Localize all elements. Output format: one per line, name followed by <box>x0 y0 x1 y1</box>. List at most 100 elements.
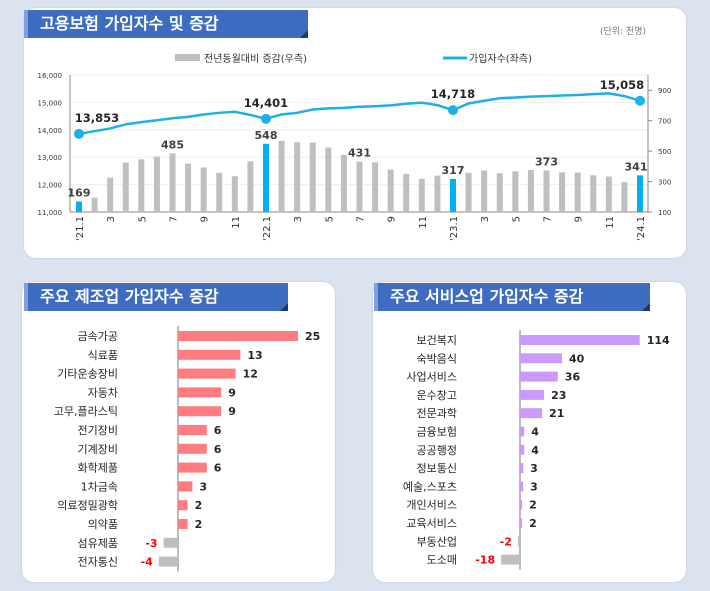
services-category-label: 개인서비스 <box>406 499 457 512</box>
y-right-tick-label: 900 <box>658 87 671 95</box>
manufacturing-bar <box>178 425 207 435</box>
x-tick-label: 7 <box>356 216 367 222</box>
x-tick-label: 3 <box>293 216 304 222</box>
bar-yoy-change <box>278 140 285 212</box>
bar-data-label: 485 <box>161 138 184 151</box>
manufacturing-value-label: 13 <box>247 349 262 362</box>
bar-yoy-change <box>122 162 129 212</box>
line-data-label: 14,718 <box>431 87 475 101</box>
bar-data-label: 341 <box>625 160 648 173</box>
x-tick-label: '21.1 <box>75 216 86 241</box>
top-panel-title: 고용보험 가입자수 및 증감 <box>24 10 308 38</box>
manufacturing-category-label: 섬유제품 <box>78 537 118 550</box>
line-subscribers <box>78 92 641 136</box>
line-data-label: 13,853 <box>75 111 119 125</box>
x-tick-label: 11 <box>605 216 616 229</box>
services-category-label: 숙박음식 <box>417 352 457 365</box>
bar-yoy-change <box>340 154 347 212</box>
services-category-label: 사업서비스 <box>406 371 457 384</box>
bar-yoy-change <box>434 175 441 212</box>
bar-yoy-change <box>216 172 223 212</box>
manufacturing-category-label: 전자통신 <box>78 556 118 569</box>
manufacturing-value-label: 25 <box>305 330 320 343</box>
bar-yoy-change <box>91 197 98 212</box>
bar-yoy-change <box>231 176 238 212</box>
manufacturing-bar <box>178 406 222 417</box>
x-tick-label: 5 <box>511 216 522 222</box>
services-bar <box>520 371 558 382</box>
services-category-label: 금융보험 <box>417 426 457 439</box>
y-left-tick-label: 16,000 <box>38 72 63 80</box>
bar-yoy-change <box>418 178 425 212</box>
manufacturing-bar <box>178 331 298 341</box>
bar-yoy-change <box>559 172 566 212</box>
x-tick-label: 9 <box>574 216 585 222</box>
manufacturing-bar <box>178 481 193 492</box>
bar-yoy-change <box>481 170 488 212</box>
services-value-label: 2 <box>529 499 537 512</box>
services-bar <box>520 499 523 510</box>
services-bar <box>501 554 520 565</box>
bar-yoy-change <box>403 173 410 212</box>
y-right-tick-label: 100 <box>658 209 671 217</box>
line-marker <box>74 128 84 139</box>
x-tick-label: 11 <box>418 216 429 229</box>
x-tick-label: 5 <box>324 216 335 222</box>
bar-yoy-change <box>309 142 316 212</box>
services-bar <box>520 518 523 528</box>
manufacturing-category-label: 고무,플라스틱 <box>54 405 118 418</box>
bar-data-label: 317 <box>442 164 465 177</box>
manufacturing-value-label: 12 <box>243 368 258 381</box>
x-tick-label: 3 <box>480 216 491 222</box>
services-value-label: 3 <box>530 462 538 475</box>
y-right-tick-label: 700 <box>658 118 671 126</box>
line-data-label: 15,058 <box>600 78 644 92</box>
services-value-label: 4 <box>531 426 539 439</box>
x-tick-label: 5 <box>137 216 148 222</box>
legend-swatch-bar <box>175 54 200 61</box>
services-bar <box>520 444 525 455</box>
manufacturing-bar <box>178 500 188 511</box>
services-value-label: 4 <box>531 444 539 457</box>
services-bar <box>520 481 524 492</box>
services-value-label: -2 <box>500 535 512 548</box>
manufacturing-category-label: 기타운송장비 <box>57 368 118 381</box>
manufacturing-bar <box>178 519 188 529</box>
bar-yoy-change <box>294 142 301 212</box>
bar-yoy-change <box>621 182 628 212</box>
bar-data-label: 373 <box>535 155 558 168</box>
services-bar <box>520 426 525 437</box>
bar-yoy-change <box>263 143 269 212</box>
top-panel <box>24 8 686 258</box>
bar-yoy-change <box>637 175 643 212</box>
manufacturing-bar <box>178 443 207 454</box>
line-marker <box>261 113 271 124</box>
bar-data-label: 548 <box>255 129 278 142</box>
services-value-label: 21 <box>549 407 564 420</box>
y-left-tick-label: 13,000 <box>38 154 63 162</box>
services-panel <box>373 282 686 582</box>
x-tick-label: 7 <box>169 216 180 222</box>
x-tick-label: '22.1 <box>262 216 273 241</box>
manufacturing-bar <box>158 556 178 567</box>
x-tick-label: 3 <box>106 216 117 222</box>
services-value-label: -18 <box>475 554 495 567</box>
bar-yoy-change <box>372 162 379 212</box>
bar-yoy-change <box>605 176 612 212</box>
bar-yoy-change <box>76 201 82 212</box>
manufacturing-category-label: 1차금속 <box>81 480 118 493</box>
manufacturing-bar <box>163 537 178 548</box>
bar-yoy-change <box>527 169 534 212</box>
bar-yoy-change <box>590 175 597 212</box>
services-value-label: 36 <box>565 371 581 384</box>
manufacturing-category-label: 전기장비 <box>78 424 118 437</box>
services-category-label: 예술,스포츠 <box>403 480 457 493</box>
manufacturing-bar <box>178 349 241 360</box>
services-category-label: 부동산업 <box>417 535 457 548</box>
x-tick-label: '24.1 <box>636 216 647 241</box>
bar-yoy-change <box>169 153 176 212</box>
y-left-tick-label: 14,000 <box>38 127 63 135</box>
services-category-label: 교육서비스 <box>406 517 457 530</box>
services-panel-title: 주요 서비스업 가입자수 증감 <box>374 283 650 311</box>
manufacturing-category-label: 기계장비 <box>78 443 118 456</box>
